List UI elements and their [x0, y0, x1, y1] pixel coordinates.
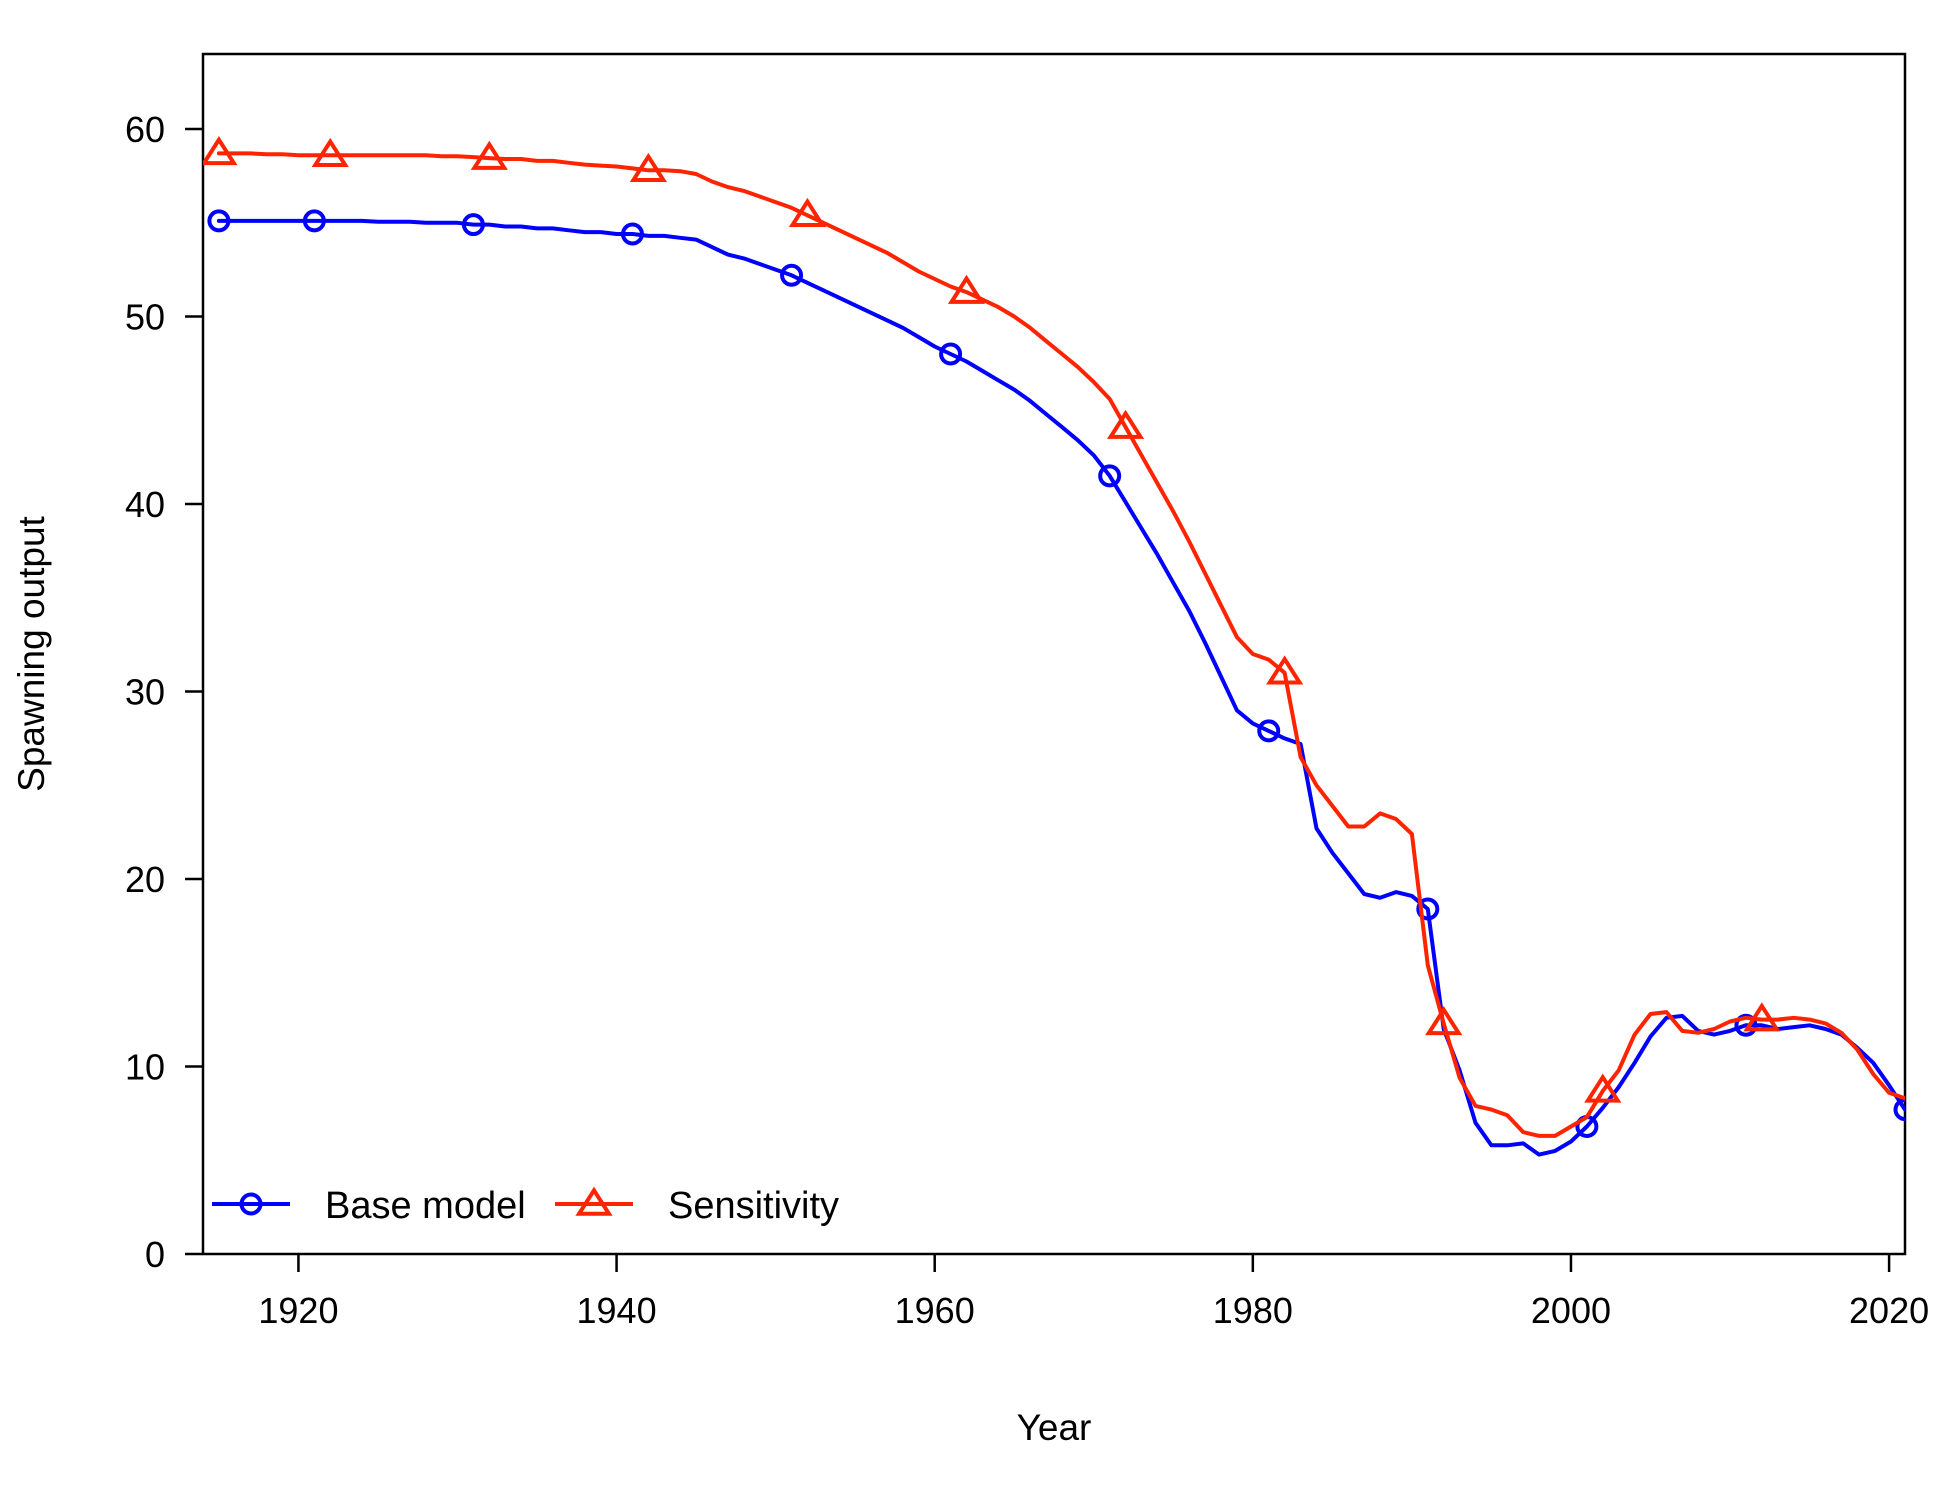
point-sensitivity-1982 — [1266, 655, 1304, 685]
series-line-sensitivity — [216, 151, 1905, 1138]
legend-marker-base-model — [239, 1192, 263, 1216]
point-base-model-1971 — [1098, 464, 1122, 488]
y-tick-label-60: 60 — [125, 109, 165, 150]
point-base-model-2021 — [1893, 1098, 1905, 1122]
y-tick-label-40: 40 — [125, 484, 165, 525]
point-sensitivity-1915 — [203, 136, 238, 166]
legend-item-sensitivity: Sensitivity — [555, 1185, 839, 1227]
y-tick-label-50: 50 — [125, 297, 165, 338]
legend-marker-sensitivity — [575, 1186, 613, 1216]
legend-label-sensitivity: Sensitivity — [668, 1185, 839, 1227]
series-base-model — [207, 209, 1905, 1157]
point-sensitivity-1972 — [1106, 409, 1145, 439]
point-base-model-1931 — [461, 213, 485, 237]
point-base-model-1941 — [620, 222, 644, 246]
point-base-model-1961 — [939, 342, 963, 366]
legend: Base model Sensitivity — [212, 1185, 839, 1227]
point-sensitivity-1992 — [1425, 1006, 1463, 1036]
y-tick-label-20: 20 — [125, 859, 165, 900]
x-axis-title: Year — [1017, 1407, 1092, 1448]
series-line-base-model — [216, 218, 1905, 1157]
point-base-model-1981 — [1257, 719, 1281, 743]
point-sensitivity-1922 — [311, 137, 349, 167]
plot-frame — [201, 52, 1907, 1256]
point-base-model-1951 — [780, 263, 804, 287]
point-sensitivity-2002 — [1584, 1073, 1622, 1103]
point-sensitivity-1932 — [470, 140, 508, 170]
y-tick-label-10: 10 — [125, 1047, 165, 1088]
point-sensitivity-1962 — [947, 274, 986, 304]
legend-item-base-model: Base model — [212, 1185, 526, 1227]
y-tick-label-0: 0 — [145, 1234, 165, 1275]
x-tick-label-2020: 2020 — [1849, 1290, 1929, 1331]
x-tick-label-2000: 2000 — [1531, 1290, 1611, 1331]
point-base-model-1915 — [207, 209, 231, 233]
x-tick-label-1920: 1920 — [258, 1290, 338, 1331]
series-layer — [203, 136, 1905, 1157]
y-tick-label-30: 30 — [125, 672, 165, 713]
y-axis-title: Spawning output — [11, 515, 52, 791]
point-sensitivity-1952 — [788, 197, 827, 227]
point-sensitivity-1942 — [629, 152, 667, 182]
point-base-model-2011 — [1734, 1013, 1758, 1037]
legend-label-base-model: Base model — [325, 1185, 526, 1227]
x-tick-label-1940: 1940 — [577, 1290, 657, 1331]
point-base-model-1991 — [1416, 897, 1440, 921]
x-axis: 1920 1940 1960 1980 2000 2020 — [258, 1254, 1929, 1331]
series-sensitivity — [203, 136, 1905, 1138]
y-axis: 0 10 20 30 40 50 60 — [125, 109, 203, 1275]
point-base-model-1921 — [302, 209, 326, 233]
point-sensitivity-2012 — [1743, 1002, 1781, 1032]
x-tick-label-1960: 1960 — [895, 1290, 975, 1331]
x-tick-label-1980: 1980 — [1213, 1290, 1293, 1331]
